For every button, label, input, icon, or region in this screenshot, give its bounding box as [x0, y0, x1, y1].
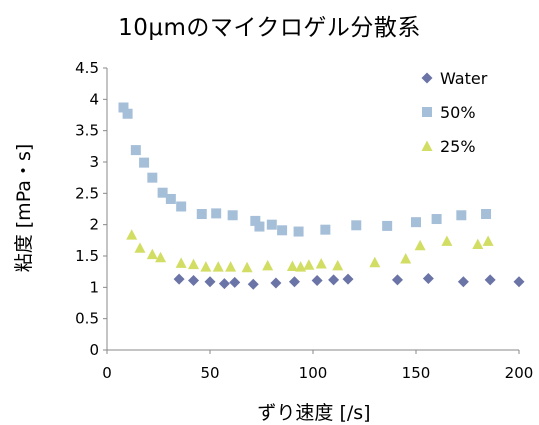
- axes: [103, 67, 520, 354]
- data-point: [247, 278, 259, 290]
- data-point: [175, 257, 187, 268]
- x-tick-label: 50: [200, 364, 219, 382]
- data-point: [188, 258, 200, 270]
- data-point: [126, 229, 138, 240]
- y-tick-label: 4: [89, 90, 99, 108]
- data-point: [155, 251, 167, 263]
- data-point: [422, 273, 434, 285]
- data-point: [342, 273, 354, 285]
- data-point: [277, 225, 288, 236]
- data-point: [456, 210, 467, 221]
- y-tick-label: 0: [89, 341, 99, 359]
- data-point: [400, 253, 412, 264]
- legend-marker: [422, 107, 432, 117]
- data-point: [225, 261, 237, 272]
- data-point: [118, 102, 129, 113]
- x-tick-label: 100: [299, 364, 328, 382]
- y-tick-label: 1: [89, 278, 99, 296]
- data-point: [293, 226, 304, 237]
- data-point: [481, 209, 492, 220]
- data-point: [286, 260, 298, 271]
- data-point: [173, 273, 185, 285]
- data-point: [122, 108, 133, 119]
- data-point: [311, 274, 323, 286]
- data-point: [241, 261, 253, 273]
- data-point: [134, 242, 146, 253]
- data-point: [441, 235, 453, 246]
- data-point: [457, 276, 469, 288]
- legend-label: 25%: [440, 137, 476, 156]
- data-point: [254, 221, 265, 232]
- data-point: [332, 259, 344, 271]
- y-tick-label: 4.5: [75, 59, 99, 77]
- data-point: [139, 157, 150, 168]
- data-point: [391, 274, 403, 286]
- series-Water-points: [173, 273, 525, 290]
- data-point: [196, 209, 207, 220]
- data-point: [411, 217, 421, 228]
- data-point: [229, 276, 241, 288]
- data-point: [295, 261, 307, 272]
- data-point: [204, 276, 216, 288]
- data-point: [382, 220, 393, 231]
- data-point: [165, 193, 176, 204]
- series-25-points: [126, 229, 494, 273]
- data-point: [513, 276, 525, 288]
- series-50-points: [118, 102, 492, 237]
- legend: Water 50% 25%: [421, 69, 488, 156]
- y-tick-label: 2.5: [75, 184, 99, 202]
- y-tick-label: 3: [89, 153, 99, 171]
- data-point: [227, 210, 238, 221]
- legend-marker: [421, 140, 433, 151]
- data-point: [188, 274, 200, 286]
- data-point: [270, 277, 282, 289]
- data-points: [118, 102, 525, 290]
- data-point: [303, 259, 315, 270]
- x-tick-label: 0: [102, 364, 112, 382]
- data-point: [130, 145, 141, 156]
- data-point: [218, 278, 230, 290]
- data-point: [320, 224, 331, 235]
- data-point: [484, 274, 496, 286]
- y-tick-label: 2: [89, 216, 99, 234]
- legend-label: 50%: [440, 103, 476, 122]
- data-point: [472, 238, 484, 250]
- data-point: [200, 261, 212, 272]
- data-point: [431, 214, 442, 225]
- data-point: [211, 208, 222, 219]
- data-point: [266, 219, 277, 230]
- y-tick-label: 3.5: [75, 122, 99, 140]
- legend-label: Water: [440, 69, 488, 88]
- data-point: [315, 258, 327, 269]
- y-axis-label: 粘度 [mPa・s]: [13, 144, 35, 273]
- x-tick-label: 200: [505, 364, 534, 382]
- data-point: [176, 201, 187, 212]
- y-tick-label: 0.5: [75, 310, 99, 328]
- data-point: [288, 276, 300, 288]
- data-point: [351, 220, 362, 231]
- data-point: [328, 274, 340, 286]
- data-point: [147, 172, 158, 183]
- data-point: [482, 235, 494, 246]
- data-point: [262, 259, 274, 271]
- x-tick-label: 150: [402, 364, 431, 382]
- data-point: [157, 187, 168, 198]
- y-tick-label: 1.5: [75, 247, 99, 265]
- tick-labels: 0 0.5 1 1.5 2 2.5 3 3.5 4 4.5 0 50 100 150 200: [75, 59, 533, 382]
- data-point: [414, 239, 426, 251]
- legend-marker: [421, 72, 433, 84]
- data-point: [369, 256, 381, 268]
- chart-title: 10μmのマイクロゲル分散系: [118, 15, 421, 41]
- x-axis-label: ずり速度 [/s]: [257, 402, 370, 424]
- data-point: [250, 215, 261, 226]
- data-point: [146, 248, 158, 260]
- data-point: [212, 261, 224, 272]
